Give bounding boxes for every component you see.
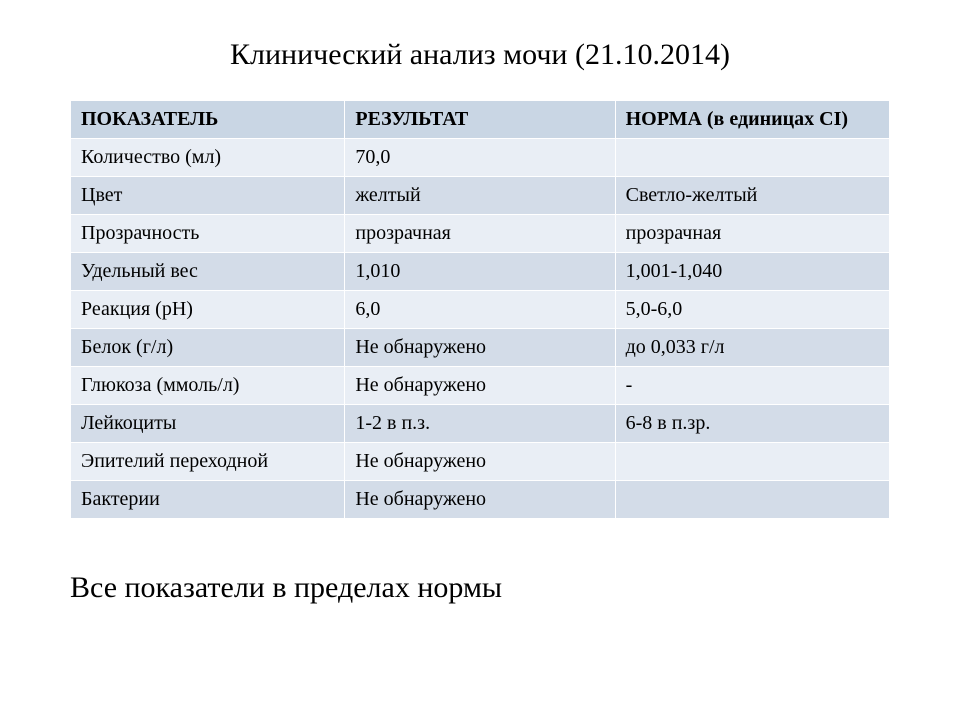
- cell-result: Не обнаружено: [345, 367, 615, 405]
- cell-result: прозрачная: [345, 215, 615, 253]
- table-header-row: ПОКАЗАТЕЛЬ РЕЗУЛЬТАТ НОРМА (в единицах С…: [71, 101, 890, 139]
- table-row: Цвет желтый Светло-желтый: [71, 177, 890, 215]
- table-row: Удельный вес 1,010 1,001-1,040: [71, 253, 890, 291]
- cell-param: Цвет: [71, 177, 345, 215]
- table-row: Лейкоциты 1-2 в п.з. 6-8 в п.зр.: [71, 405, 890, 443]
- table-row: Белок (г/л) Не обнаружено до 0,033 г/л: [71, 329, 890, 367]
- cell-norm: -: [615, 367, 889, 405]
- cell-param: Реакция (рН): [71, 291, 345, 329]
- cell-param: Эпителий переходной: [71, 443, 345, 481]
- page: Клинический анализ мочи (21.10.2014) ПОК…: [0, 0, 960, 720]
- cell-norm: 6-8 в п.зр.: [615, 405, 889, 443]
- cell-result: 70,0: [345, 139, 615, 177]
- cell-norm: до 0,033 г/л: [615, 329, 889, 367]
- cell-result: Не обнаружено: [345, 481, 615, 519]
- cell-result: 1-2 в п.з.: [345, 405, 615, 443]
- cell-norm: 5,0-6,0: [615, 291, 889, 329]
- cell-norm: Светло-желтый: [615, 177, 889, 215]
- cell-result: 1,010: [345, 253, 615, 291]
- col-header-param: ПОКАЗАТЕЛЬ: [71, 101, 345, 139]
- table-row: Прозрачность прозрачная прозрачная: [71, 215, 890, 253]
- cell-result: Не обнаружено: [345, 329, 615, 367]
- table-row: Бактерии Не обнаружено: [71, 481, 890, 519]
- col-header-result: РЕЗУЛЬТАТ: [345, 101, 615, 139]
- table-row: Глюкоза (ммоль/л) Не обнаружено -: [71, 367, 890, 405]
- cell-result: Не обнаружено: [345, 443, 615, 481]
- cell-param: Бактерии: [71, 481, 345, 519]
- cell-param: Глюкоза (ммоль/л): [71, 367, 345, 405]
- cell-param: Количество (мл): [71, 139, 345, 177]
- cell-result: желтый: [345, 177, 615, 215]
- cell-param: Прозрачность: [71, 215, 345, 253]
- summary-text: Все показатели в пределах нормы: [70, 571, 890, 605]
- table-row: Эпителий переходной Не обнаружено: [71, 443, 890, 481]
- cell-norm: прозрачная: [615, 215, 889, 253]
- cell-norm: [615, 139, 889, 177]
- table-row: Реакция (рН) 6,0 5,0-6,0: [71, 291, 890, 329]
- cell-param: Лейкоциты: [71, 405, 345, 443]
- cell-norm: [615, 481, 889, 519]
- col-header-norm: НОРМА (в единицах СI): [615, 101, 889, 139]
- results-table: ПОКАЗАТЕЛЬ РЕЗУЛЬТАТ НОРМА (в единицах С…: [70, 100, 890, 519]
- cell-norm: [615, 443, 889, 481]
- cell-param: Удельный вес: [71, 253, 345, 291]
- page-title: Клинический анализ мочи (21.10.2014): [70, 38, 890, 72]
- cell-norm: 1,001-1,040: [615, 253, 889, 291]
- cell-result: 6,0: [345, 291, 615, 329]
- table-row: Количество (мл) 70,0: [71, 139, 890, 177]
- cell-param: Белок (г/л): [71, 329, 345, 367]
